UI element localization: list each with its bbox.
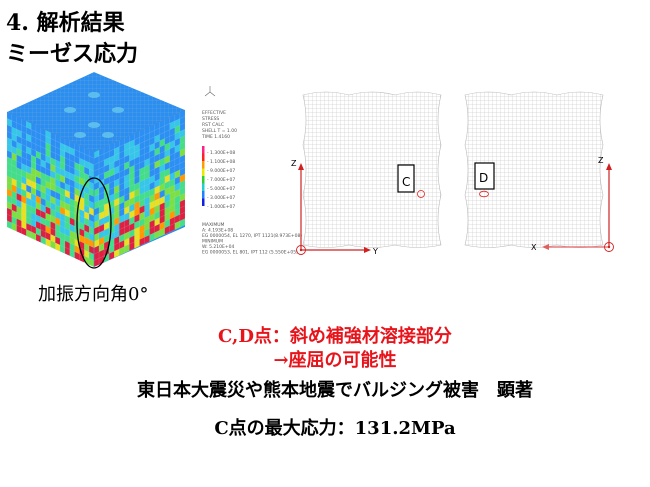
contour-cell [179,212,185,222]
legend-tick: - 9.000E+07 [207,168,235,174]
legend-tick: - 7.000E+07 [207,177,235,183]
arrow-up-icon [298,163,304,170]
legend-footer-line: W: 5.210E+04 [202,244,234,250]
legend-footer-line: MAXIMUM [202,222,225,228]
contour-cell [179,173,185,183]
legend-header-line: RST CALC [202,122,224,128]
axis-origin-icon [296,245,306,255]
point-c-label: C [402,175,410,189]
legend-color-swatch [202,183,205,191]
axis-triad-icon [204,86,216,97]
axis-label-x: X [531,243,537,252]
contour-cell [89,258,95,267]
legend-color-swatch [202,153,205,161]
axis-label-z: Z [291,159,297,168]
legend-footer-line: EG 0000053, EL 801, IPT 112 (5.550E+05) [202,250,298,256]
contour-cell [179,148,185,158]
legend-color-swatch [202,176,205,184]
legend-tick: - 3.000E+07 [207,195,235,201]
contour-cell [179,186,185,196]
legend-footer-line: A: 4.193E+08 [202,228,233,234]
slide-subtitle: ミーゼス応力 [6,41,139,67]
contour-cell [179,116,185,126]
figure-caption: 加振方向角0° [38,284,149,305]
mesh-panel-c: C Z Y [291,91,442,256]
axis-origin-icon [604,242,614,252]
contour-cell [179,154,185,164]
contour-cell [179,167,185,177]
axis-label-z: Z [598,156,604,165]
point-c-box [397,164,415,193]
legend-tick: - 1.000E+07 [207,204,235,210]
contour-cell [179,122,185,132]
legend-tick: - 1.100E+08 [207,159,235,165]
note-red-1: C,D点：斜め補強材溶接部分 [218,326,452,347]
legend-header-line: EFFECTIVE [202,110,226,116]
contour-cell [179,180,185,190]
stress-contour-cube [7,72,185,267]
arrow-up-icon [606,163,612,170]
legend-color-swatch [202,146,205,154]
legend-header-line: STRESS [202,116,219,122]
arrow-left-icon [542,244,549,250]
slide-title: 4. 解析結果 [6,10,125,36]
legend-color-swatch [202,198,205,206]
legend-tick: - 1.300E+08 [207,150,235,156]
note-line-3: 東日本大震災や熊本地震でバルジング被害 顕著 [137,380,533,401]
contour-cell [179,218,185,228]
legend-footer-line: EG 0000054, EL 1270, IPT 1121(8.973E+08) [202,233,302,239]
highlight-ellipse [76,177,112,269]
contour-cell [179,205,185,215]
point-d-label: D [479,171,488,185]
legend-tick: - 5.000E+07 [207,186,235,192]
contour-cell [179,192,185,202]
mesh-panel-d: D Z X [464,91,614,252]
legend-footer-line: MINIMUM [202,239,223,245]
note-red-2: →座屈の可能性 [273,350,397,371]
point-d-box [474,162,495,190]
axis-label-y: Y [372,247,378,256]
legend-header-line: SHELL T = 1.00 [202,128,237,134]
contour-cell [179,160,185,170]
note-max-stress: C点の最大応力：131.2MPa [214,418,456,439]
legend-color-swatch [202,191,205,199]
legend-color-swatch [202,168,205,176]
legend-color-swatch [202,161,205,169]
contour-cell [179,199,185,209]
point-c-marker [417,190,425,198]
arrow-right-icon [364,247,371,253]
contour-cell [179,129,185,139]
legend-header-line: TIME 1.4160 [201,134,230,140]
point-d-marker [479,190,489,198]
contour-cell [179,141,185,151]
contour-cell [179,135,185,145]
